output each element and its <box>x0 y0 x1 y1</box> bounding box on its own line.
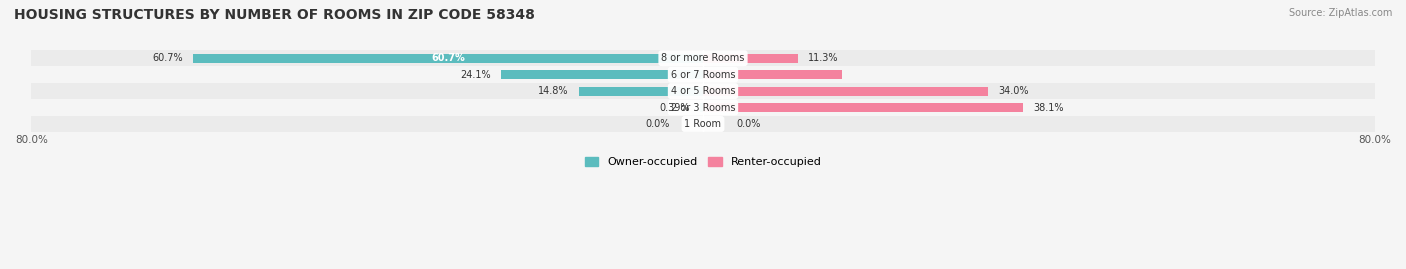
Bar <box>703 103 1022 112</box>
Text: HOUSING STRUCTURES BY NUMBER OF ROOMS IN ZIP CODE 58348: HOUSING STRUCTURES BY NUMBER OF ROOMS IN… <box>14 8 534 22</box>
Text: 4 or 5 Rooms: 4 or 5 Rooms <box>671 86 735 96</box>
Bar <box>703 87 988 95</box>
Bar <box>31 116 1375 132</box>
Bar <box>579 87 703 95</box>
Text: 11.3%: 11.3% <box>808 53 838 63</box>
Text: 8 or more Rooms: 8 or more Rooms <box>661 53 745 63</box>
Text: 0.0%: 0.0% <box>737 119 761 129</box>
Text: 60.7%: 60.7% <box>153 53 183 63</box>
Bar <box>703 70 842 79</box>
Text: 0.39%: 0.39% <box>659 102 690 112</box>
Bar <box>501 70 703 79</box>
Bar <box>703 54 797 63</box>
Text: 34.0%: 34.0% <box>998 86 1029 96</box>
Bar <box>194 54 703 63</box>
Text: 14.8%: 14.8% <box>538 86 568 96</box>
Bar <box>700 103 703 112</box>
Text: 6 or 7 Rooms: 6 or 7 Rooms <box>671 70 735 80</box>
Text: 0.0%: 0.0% <box>645 119 669 129</box>
Bar <box>31 66 1375 83</box>
Bar <box>31 83 1375 99</box>
Text: 60.7%: 60.7% <box>432 53 465 63</box>
Text: 1 Room: 1 Room <box>685 119 721 129</box>
Bar <box>31 99 1375 116</box>
Bar <box>31 50 1375 66</box>
Text: Source: ZipAtlas.com: Source: ZipAtlas.com <box>1288 8 1392 18</box>
Text: 38.1%: 38.1% <box>1033 102 1063 112</box>
Text: 24.1%: 24.1% <box>460 70 491 80</box>
Text: 2 or 3 Rooms: 2 or 3 Rooms <box>671 102 735 112</box>
Legend: Owner-occupied, Renter-occupied: Owner-occupied, Renter-occupied <box>581 153 825 172</box>
